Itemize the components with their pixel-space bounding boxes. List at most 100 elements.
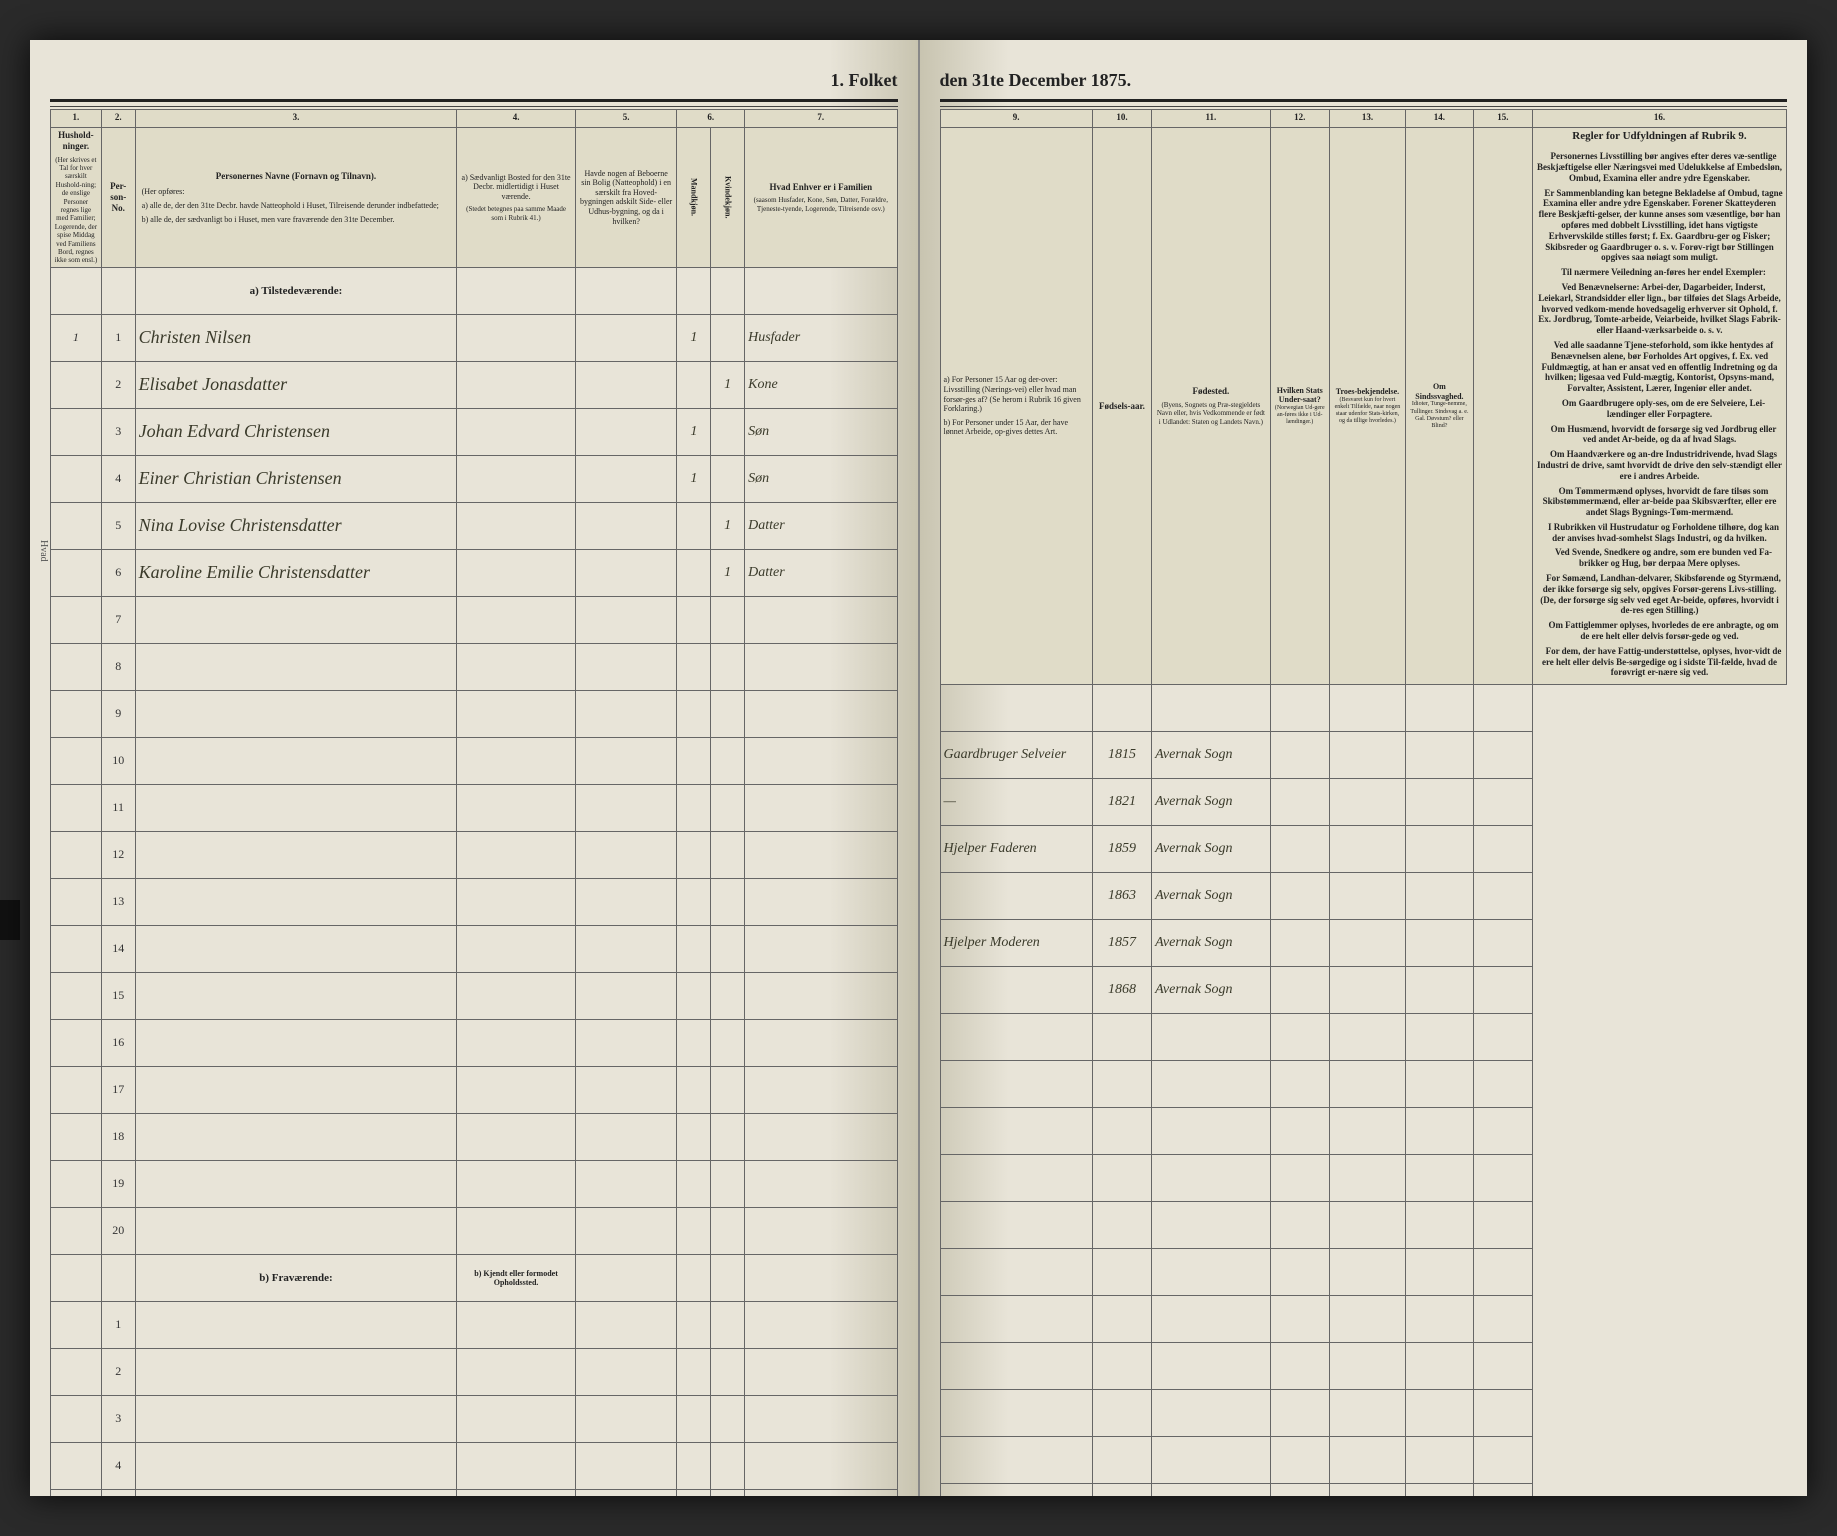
cell-outbuilding <box>575 549 677 596</box>
cell-person-no: 7 <box>101 596 135 643</box>
cell-person-no: 3 <box>101 408 135 455</box>
table-row: 1868 Avernak Sogn <box>940 967 1787 1014</box>
cell-relation: Husfader <box>745 314 897 361</box>
cell-female: 1 <box>711 502 745 549</box>
cell-birthyear: 1868 <box>1092 967 1151 1014</box>
cell-person-no: 5 <box>101 1489 135 1496</box>
cell-disability <box>1406 920 1474 967</box>
table-row: 15 <box>51 972 898 1019</box>
right-page: den 31te December 1875. 9. 1 <box>920 40 1808 1496</box>
table-row: 3 <box>51 1395 898 1442</box>
col-num: 5. <box>575 110 677 128</box>
col-header-support <box>1473 128 1532 685</box>
cell-person-no: 5 <box>101 502 135 549</box>
cell-person-no: 8 <box>101 643 135 690</box>
col-header-male: Mandkjøn. <box>677 128 711 268</box>
col-num: 1. <box>51 110 102 128</box>
cell-outbuilding <box>575 408 677 455</box>
col-header-disability: Om Sindssvaghed. Idioter, Tunge-nemme, T… <box>1406 128 1474 685</box>
cell-occupation: Gaardbruger Selveier <box>940 732 1092 779</box>
cell-birthyear: 1815 <box>1092 732 1151 779</box>
cell-outbuilding <box>575 455 677 502</box>
col-num: 14. <box>1406 110 1474 128</box>
col-header-outbuilding: Havde nogen af Beboerne sin Bolig (Natte… <box>575 128 677 268</box>
table-row <box>940 1108 1787 1155</box>
rule <box>940 99 1788 102</box>
table-row: 1 <box>51 1301 898 1348</box>
cell-person-no: 13 <box>101 878 135 925</box>
cell-person-no: 14 <box>101 925 135 972</box>
table-row: 8 <box>51 643 898 690</box>
instructions-column: Regler for Udfyldningen af Rubrik 9.Pers… <box>1533 128 1787 685</box>
col-num: 12. <box>1270 110 1329 128</box>
left-page: 1. Folket 1. 2. <box>30 40 920 1496</box>
cell-outbuilding <box>575 314 677 361</box>
instructions-paragraph: Om Tømmermænd oplyses, hvorvidt de fare … <box>1536 486 1783 518</box>
cell-occupation <box>940 967 1092 1014</box>
cell-name: Elisabet Jonasdatter <box>135 361 457 408</box>
cell-nationality <box>1270 967 1329 1014</box>
page-title-left: 1. Folket <box>50 70 898 91</box>
table-row: 10 <box>51 737 898 784</box>
table-row: 17 <box>51 1066 898 1113</box>
cell-household <box>51 455 102 502</box>
col-num: 7. <box>745 110 897 128</box>
table-row: Gaardbruger Selveier 1815 Avernak Sogn <box>940 732 1787 779</box>
table-row: 1 1 Christen Nilsen 1 Husfader <box>51 314 898 361</box>
cell-residence <box>457 502 576 549</box>
cell-relation: Kone <box>745 361 897 408</box>
section-absent: b) Fraværende: <box>135 1254 457 1301</box>
table-row <box>940 1014 1787 1061</box>
col-header-names: Personernes Navne (Fornavn og Tilnavn). … <box>135 128 457 268</box>
cell-name: Einer Christian Christensen <box>135 455 457 502</box>
table-row: 7 <box>51 596 898 643</box>
instructions-paragraph: I Rubrikken vil Hustrudatur og Forholden… <box>1536 522 1783 544</box>
cell-name: Johan Edvard Christensen <box>135 408 457 455</box>
instructions-paragraph: Om Gaardbrugere oply-ses, om de ere Selv… <box>1536 398 1783 420</box>
cell-birthyear: 1821 <box>1092 779 1151 826</box>
cell-person-no: 16 <box>101 1019 135 1066</box>
cell-male: 1 <box>677 314 711 361</box>
section-absent-note: b) Kjendt eller formodet Opholdssted. <box>457 1254 576 1301</box>
instructions-paragraph: Er Sammenblanding kan betegne Bekladelse… <box>1536 188 1783 264</box>
cell-name: Karoline Emilie Christensdatter <box>135 549 457 596</box>
table-row: 3 Johan Edvard Christensen 1 Søn <box>51 408 898 455</box>
cell-support <box>1473 920 1532 967</box>
instructions-paragraph: Om Fattiglemmer oplyses, hvorledes de er… <box>1536 620 1783 642</box>
cell-person-no: 11 <box>101 784 135 831</box>
table-row: 9 <box>51 690 898 737</box>
instructions-paragraph: Om Haandværkere og an-dre Industridriven… <box>1536 449 1783 481</box>
cell-disability <box>1406 967 1474 1014</box>
table-row <box>940 1390 1787 1437</box>
cell-nationality <box>1270 873 1329 920</box>
cell-person-no: 20 <box>101 1207 135 1254</box>
cell-person-no: 1 <box>101 1301 135 1348</box>
col-num: 4. <box>457 110 576 128</box>
cell-person-no: 15 <box>101 972 135 1019</box>
margin-text: Hvad <box>38 540 49 562</box>
col-num: 15. <box>1473 110 1532 128</box>
cell-household <box>51 549 102 596</box>
table-row: 2 <box>51 1348 898 1395</box>
book-container: 1. Folket 1. 2. <box>0 0 1837 1536</box>
instructions-paragraph: For dem, der have Fattig-understøttelse,… <box>1536 646 1783 678</box>
col-num: 3. <box>135 110 457 128</box>
cell-person-no: 17 <box>101 1066 135 1113</box>
census-table-left: 1. 2. 3. 4. 5. 6. 7. Hushold- ninger. (H… <box>50 109 898 1496</box>
cell-relation: Søn <box>745 455 897 502</box>
cell-household <box>51 408 102 455</box>
instructions-paragraph: Til nærmere Veiledning an-føres her ende… <box>1536 267 1783 278</box>
census-table-right: 9. 10. 11. 12. 13. 14. 15. 16. a) For Pe… <box>940 109 1788 1496</box>
cell-person-no: 4 <box>101 1442 135 1489</box>
cell-disability <box>1406 873 1474 920</box>
cell-support <box>1473 779 1532 826</box>
table-row <box>940 1202 1787 1249</box>
col-header-birthyear: Fødsels-aar. <box>1092 128 1151 685</box>
table-row <box>940 1484 1787 1496</box>
cell-person-no: 2 <box>101 1348 135 1395</box>
instructions-paragraph: Ved alle saadanne Tjene-steforhold, som … <box>1536 340 1783 394</box>
cell-support <box>1473 826 1532 873</box>
col-header-household: Hushold- ninger. (Her skrives et Tal for… <box>51 128 102 268</box>
table-row: Hjelper Faderen 1859 Avernak Sogn <box>940 826 1787 873</box>
col-header-residence: a) Sædvanligt Bosted for den 31te Decbr.… <box>457 128 576 268</box>
